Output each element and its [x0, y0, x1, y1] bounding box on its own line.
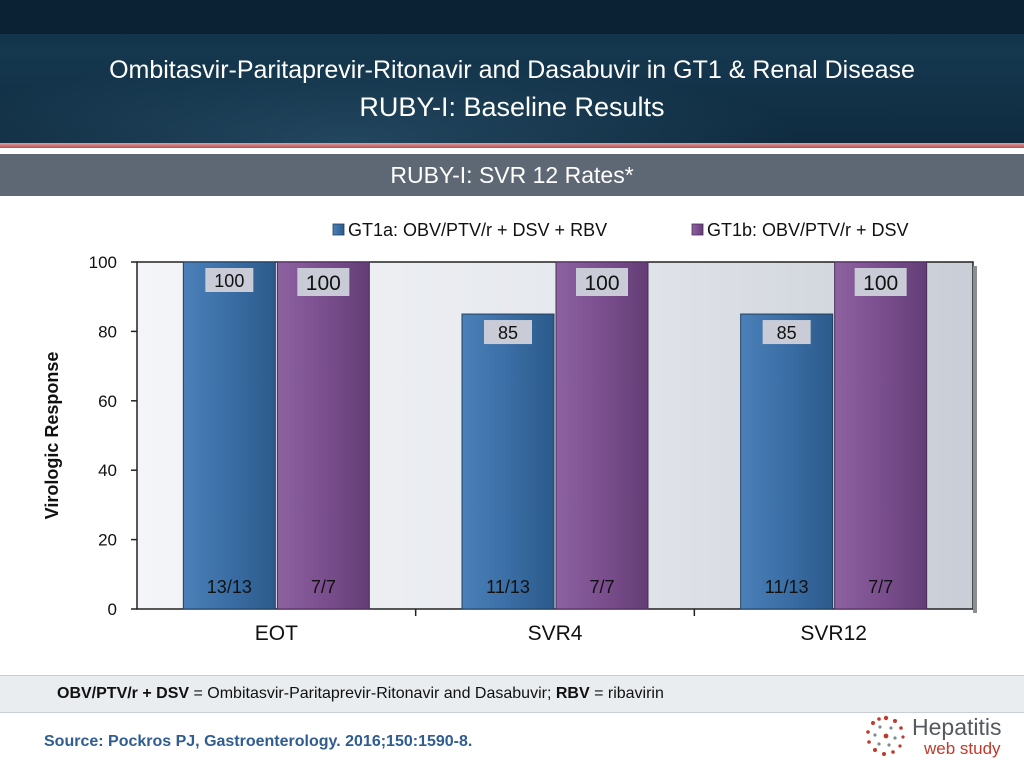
data-label: 100 [863, 272, 898, 295]
legend-label-gt1a: GT1a: OBV/PTV/r + DSV + RBV [348, 220, 607, 240]
y-tick-label: 60 [98, 392, 117, 411]
y-tick-label: 0 [108, 600, 117, 619]
source-citation: Source: Pockros PJ, Gastroenterology. 20… [44, 733, 473, 750]
data-label-box [297, 268, 350, 296]
hepatitis-web-study-logo: Hepatitis web study [862, 712, 1014, 764]
header-top-band [0, 0, 1024, 34]
footnote-def-rbv: = ribavirin [589, 685, 664, 702]
logo-text-web-study: web study [924, 739, 1001, 758]
data-label: 85 [777, 323, 797, 343]
bar-gt1a [461, 313, 555, 610]
bar-gt1a [740, 313, 834, 610]
y-tick-label: 20 [98, 531, 117, 550]
data-label: 85 [498, 323, 518, 343]
data-label-box [762, 320, 811, 345]
bar-gt1a [182, 261, 276, 610]
count-label: 13/13 [207, 577, 252, 597]
legend-label-gt1b: GT1b: OBV/PTV/r + DSV [707, 220, 909, 240]
slide-header: Ombitasvir-Paritaprevir-Ritonavir and Da… [0, 0, 1024, 143]
chart-subtitle: RUBY-I: SVR 12 Rates* [0, 154, 1024, 196]
slide-title-line1: Ombitasvir-Paritaprevir-Ritonavir and Da… [109, 56, 915, 84]
footnote-def-obv: = Ombitasvir-Paritaprevir-Ritonavir and … [189, 685, 556, 702]
legend-swatch-gt1a [332, 223, 345, 236]
data-label-box [854, 268, 907, 296]
slide-title-line2: RUBY-I: Baseline Results [359, 92, 665, 122]
logo-text-hepatitis: Hepatitis [912, 714, 1002, 740]
dot-globe-icon [866, 715, 905, 756]
data-label-box [205, 268, 254, 292]
x-tick-label: SVR12 [800, 622, 867, 645]
count-label: 7/7 [868, 577, 893, 597]
data-label: 100 [214, 271, 244, 291]
footnote-term-rbv: RBV [555, 685, 590, 702]
y-tick-label: 40 [98, 461, 117, 480]
x-tick-label: EOT [255, 622, 298, 645]
header-divider [0, 143, 1024, 148]
data-label-box [576, 268, 628, 296]
count-label: 7/7 [311, 577, 336, 597]
data-label: 100 [306, 272, 341, 295]
footnote-term-obv: OBV/PTV/r + DSV [57, 685, 190, 702]
data-label: 100 [584, 272, 619, 295]
y-tick-label: 100 [89, 253, 117, 272]
legend-swatch-gt1b [691, 223, 704, 236]
count-label: 11/13 [765, 577, 809, 597]
bar-gt1b [834, 261, 928, 610]
count-label: 7/7 [589, 577, 614, 597]
y-axis-label: Virologic Response [42, 352, 62, 520]
bar-gt1b [555, 261, 649, 610]
y-tick-label: 80 [98, 322, 117, 341]
plot-area [136, 261, 974, 610]
count-label: 11/13 [486, 577, 530, 597]
plot-shadow [973, 266, 977, 613]
x-tick-label: SVR4 [528, 622, 583, 645]
data-label-box [484, 320, 532, 345]
abbreviation-footnote: OBV/PTV/r + DSV = Ombitasvir-Paritaprevi… [0, 675, 1024, 713]
bar-gt1b [276, 261, 370, 610]
bar-chart: 0 20 40 60 80 100 Virologic Response EOT 100 13/1… [42, 220, 977, 645]
